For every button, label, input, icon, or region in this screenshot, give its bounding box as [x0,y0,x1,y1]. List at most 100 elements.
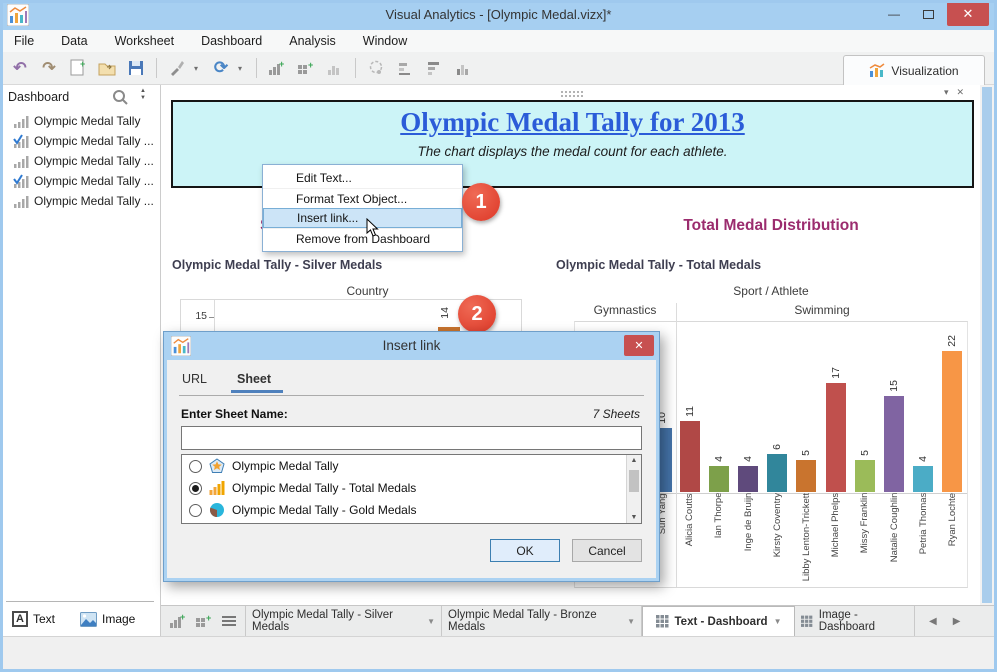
save-icon[interactable] [124,56,148,80]
dialog-tab-url[interactable]: URL [182,372,208,386]
tab-scroll-right-icon[interactable]: ▶ [952,615,961,627]
bar-alicia-coutts[interactable] [679,420,700,492]
sort-bars-icon-2[interactable] [422,56,446,80]
sort-spinner-icon[interactable]: ▲ ▼ [140,88,146,101]
dashboard-text-object[interactable]: Olympic Medal Tally for 2013 The chart d… [171,100,974,188]
sidebar-item-olympic-medal-tally-2[interactable]: Olympic Medal Tally ... [0,131,160,151]
menu-worksheet[interactable]: Worksheet [114,34,175,48]
list-scroll-thumb[interactable] [629,470,639,492]
dialog-tab-sheet[interactable]: Sheet [237,372,272,386]
new-dashboard-icon[interactable]: + [195,613,213,629]
undo-icon[interactable]: ↶ [13,60,27,77]
sheet-list-icon[interactable] [221,614,237,628]
format-brush-dropdown[interactable]: ▾ [194,63,199,73]
bar-area: 4 [704,322,733,492]
menu-item-insert-link[interactable]: Insert link... [263,208,462,228]
bar-inge-de-bruijn[interactable] [738,465,759,492]
lasso-icon[interactable] [364,56,388,80]
add-chart-icon[interactable]: + [265,56,289,80]
orange-bars-icon [209,481,225,495]
search-icon[interactable] [112,89,129,106]
tab-silver-medals[interactable]: Olympic Medal Tally - Silver Medals ▼ [246,606,442,636]
toolbar: ↶ ↷ + ▾ ⟳ ▾ + + [0,52,997,85]
bar-slot: 4 Petria Thomas [909,322,938,587]
ok-button[interactable]: OK [490,539,560,562]
close-button[interactable]: ✕ [947,2,989,26]
bar-libby-lenton-trickett[interactable] [796,459,817,492]
radio-selected[interactable] [189,481,202,495]
bar-missy-franklin[interactable] [854,459,875,492]
new-file-icon[interactable]: + [66,56,90,80]
list-scrollbar[interactable]: ▲ ▼ [626,455,641,523]
scrollbar-thumb[interactable] [982,87,992,603]
menu-data[interactable]: Data [61,34,88,48]
chevron-down-icon[interactable]: ▼ [773,617,782,626]
sidebar-item-olympic-medal-tally-4[interactable]: Olympic Medal Tally ... [0,171,160,191]
sort-bars-icon-3[interactable] [451,56,475,80]
dashboard-title-link[interactable]: Olympic Medal Tally for 2013 [400,107,745,137]
tab-text-dashboard[interactable]: Text - Dashboard ▼ [642,606,795,636]
chevron-down-icon[interactable]: ▼ [427,616,435,626]
drag-handle[interactable] [560,90,584,97]
maximize-button[interactable] [913,2,943,26]
sidebar-item-olympic-medal-tally-1[interactable]: Olympic Medal Tally [0,111,160,131]
menu-window[interactable]: Window [362,34,408,48]
menu-file[interactable]: File [14,34,35,48]
category-gymnastics: Gymnastics [593,303,657,317]
chevron-down-icon[interactable]: ▼ [627,616,635,626]
tab-image-dashboard[interactable]: Image - Dashboard [795,606,915,636]
sheet-option-gold-medals[interactable]: Olympic Medal Tally - Gold Medals [182,499,641,521]
athlete-label: Petria Thomas [917,492,929,555]
refresh-icon[interactable]: ⟳ [213,58,229,77]
insert-text-button[interactable]: A Text [12,606,55,632]
bar-ryan-lochte[interactable] [942,350,963,492]
redo-icon[interactable]: ↷ [42,60,56,77]
vertical-scrollbar[interactable] [980,85,994,605]
add-crosstab-icon[interactable]: + [294,56,318,80]
new-worksheet-icon[interactable]: + [169,613,187,629]
sidebar-item-olympic-medal-tally-3[interactable]: Olympic Medal Tally ... [0,151,160,171]
toolbar-separator [156,58,157,78]
scroll-down-icon[interactable]: ▼ [630,514,638,521]
insert-image-button[interactable]: Image [80,606,135,632]
tab-bronze-medals[interactable]: Olympic Medal Tally - Bronze Medals ▼ [442,606,642,636]
bar-natalie-coughlin[interactable] [884,395,905,492]
menu-item-format-text-object[interactable]: Format Text Object... [263,188,462,208]
bar-slot: 5 Libby Lenton-Trickett [792,322,821,587]
cancel-button[interactable]: Cancel [572,539,642,562]
bar-kirsty-coventry[interactable] [767,453,788,492]
tab-visualization[interactable]: Visualization [843,55,985,85]
open-folder-icon[interactable] [95,56,119,80]
menu-item-edit-text[interactable]: Edit Text... [296,171,352,185]
image-button-label: Image [102,612,136,626]
bar-petria-thomas[interactable] [913,465,934,492]
refresh-dropdown[interactable]: ▾ [238,63,243,73]
radio-unselected[interactable] [189,459,202,473]
worksheet-chart-checked-icon [13,174,29,188]
menu-dashboard[interactable]: Dashboard [201,34,263,48]
format-brush-icon[interactable] [165,56,189,80]
sidebar-item-olympic-medal-tally-5[interactable]: Olympic Medal Tally ... [0,191,160,211]
sort-bars-icon-1[interactable] [393,56,417,80]
scroll-up-icon[interactable]: ▲ [630,457,638,464]
bar-ian-thorpe[interactable] [708,465,729,492]
tab-divider [179,395,644,396]
silver-x-header: Country [346,284,389,298]
menu-item-remove-from-dashboard[interactable]: Remove from Dashboard [263,228,462,248]
category-separator [676,303,677,587]
sidebar-item-label: Olympic Medal Tally ... [34,174,154,188]
dialog-close-button[interactable]: ✕ [624,335,654,356]
sheet-option-olympic-medal-tally[interactable]: Olympic Medal Tally [182,455,641,477]
tab-scroll-left-icon[interactable]: ◀ [929,615,937,627]
radio-unselected[interactable] [189,503,202,517]
dialog-app-icon [171,336,191,356]
menu-analysis[interactable]: Analysis [289,34,336,48]
chart-disabled-icon[interactable] [323,56,347,80]
bar-michael-phelps[interactable] [825,382,846,492]
sheet-option-total-medals[interactable]: Olympic Medal Tally - Total Medals [182,477,641,499]
text-object-controls[interactable]: ▾✕ [944,87,973,97]
sheet-name-input[interactable] [181,426,642,450]
minimize-button[interactable]: — [888,7,900,21]
active-tab-underline [231,390,283,393]
x-axis-baseline [575,493,967,494]
